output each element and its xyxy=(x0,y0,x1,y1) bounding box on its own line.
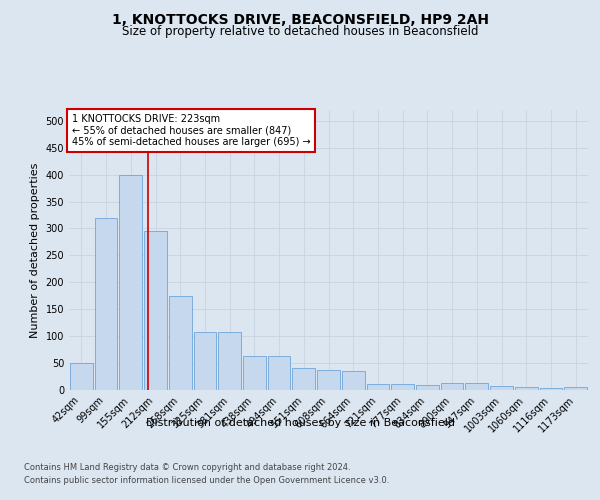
Bar xyxy=(95,218,118,390)
Bar xyxy=(218,332,241,390)
Bar xyxy=(144,231,167,390)
Text: Contains public sector information licensed under the Open Government Licence v3: Contains public sector information licen… xyxy=(24,476,389,485)
Bar xyxy=(441,383,463,390)
Text: 1, KNOTTOCKS DRIVE, BEACONSFIELD, HP9 2AH: 1, KNOTTOCKS DRIVE, BEACONSFIELD, HP9 2A… xyxy=(112,12,488,26)
Text: Size of property relative to detached houses in Beaconsfield: Size of property relative to detached ho… xyxy=(122,25,478,38)
Bar xyxy=(194,332,216,390)
Bar xyxy=(391,384,414,390)
Bar xyxy=(268,356,290,390)
Bar xyxy=(539,388,562,390)
Bar xyxy=(564,388,587,390)
Bar xyxy=(169,296,191,390)
Bar xyxy=(416,384,439,390)
Text: Contains HM Land Registry data © Crown copyright and database right 2024.: Contains HM Land Registry data © Crown c… xyxy=(24,462,350,471)
Bar xyxy=(342,371,365,390)
Bar xyxy=(70,363,93,390)
Bar xyxy=(317,370,340,390)
Text: Distribution of detached houses by size in Beaconsfield: Distribution of detached houses by size … xyxy=(146,418,455,428)
Bar xyxy=(515,388,538,390)
Bar xyxy=(243,356,266,390)
Bar xyxy=(490,386,513,390)
Bar xyxy=(119,174,142,390)
Y-axis label: Number of detached properties: Number of detached properties xyxy=(30,162,40,338)
Bar xyxy=(292,368,315,390)
Text: 1 KNOTTOCKS DRIVE: 223sqm
← 55% of detached houses are smaller (847)
45% of semi: 1 KNOTTOCKS DRIVE: 223sqm ← 55% of detac… xyxy=(71,114,310,148)
Bar xyxy=(367,384,389,390)
Bar xyxy=(466,383,488,390)
